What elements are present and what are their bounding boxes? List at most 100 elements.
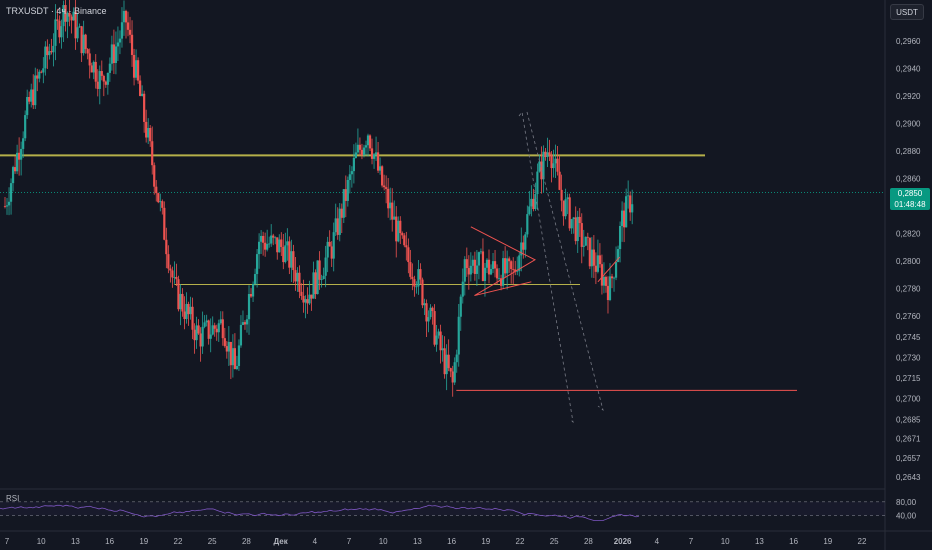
candle-body <box>141 93 144 96</box>
candle-body <box>356 144 360 153</box>
candle-body <box>106 72 109 85</box>
time-axis-label: 22 <box>174 537 183 546</box>
candle-body <box>245 319 249 325</box>
candle-body <box>34 75 37 106</box>
candle-body <box>471 259 474 266</box>
price-axis-label: 0,2880 <box>896 147 921 156</box>
candle-body <box>92 61 95 73</box>
candle-body <box>94 61 97 82</box>
candle-body <box>110 44 113 64</box>
candle-body <box>175 276 178 280</box>
candle-body <box>372 154 376 159</box>
candle-body <box>76 27 79 39</box>
candle-body <box>46 46 49 56</box>
currency-button[interactable]: USDT <box>890 4 924 20</box>
time-axis-label: 13 <box>755 537 764 546</box>
price-axis-label: 0,2920 <box>896 92 921 101</box>
candle-body <box>364 145 368 148</box>
price-axis-label: 0,2820 <box>896 230 921 239</box>
candle-body <box>235 366 239 370</box>
candle-body <box>413 279 416 287</box>
candle-body <box>161 201 164 208</box>
candle-body <box>326 241 329 258</box>
candle-body <box>481 251 485 281</box>
rsi-axis-label: 40,00 <box>896 511 917 520</box>
candle-body <box>350 171 353 175</box>
candle-body <box>52 45 55 53</box>
rsi-pane: 80,00 40,00 <box>0 488 917 521</box>
candle-body <box>469 265 472 275</box>
candle-body <box>302 295 305 303</box>
candle-body <box>578 216 581 224</box>
candle-body <box>195 325 198 341</box>
candle-body <box>44 46 47 69</box>
candle-body <box>18 152 21 160</box>
candle-body <box>427 317 430 322</box>
candle-body <box>407 247 410 263</box>
candle-body <box>614 262 618 278</box>
candle-body <box>130 34 134 55</box>
candle-body <box>147 127 150 138</box>
candle-body <box>526 214 529 235</box>
candle-body <box>558 171 561 190</box>
candle-body <box>397 220 400 242</box>
candle-body <box>465 259 468 269</box>
price-axis-label: 0,2657 <box>896 454 921 463</box>
candle-body <box>612 277 616 279</box>
candle-body <box>177 279 180 310</box>
candle-body <box>538 161 541 172</box>
candle-body <box>348 174 351 180</box>
candle-body <box>86 49 89 54</box>
time-axis-label: Дек <box>273 537 288 546</box>
candle-body <box>387 188 390 209</box>
candle-body <box>574 217 577 242</box>
candle-body <box>258 241 261 255</box>
candle-body <box>314 272 317 295</box>
candle-body <box>153 165 156 187</box>
candle-body <box>251 283 255 297</box>
candle-body <box>223 338 226 347</box>
candle-body <box>582 245 585 247</box>
candle-body <box>522 242 525 250</box>
candle-body <box>231 348 234 366</box>
price-axis: 0,29800,29600,29400,29200,29000,28800,28… <box>884 0 921 550</box>
time-axis-label: 22 <box>516 537 525 546</box>
candle-body <box>415 286 418 288</box>
candle-body <box>596 255 599 272</box>
candle-body <box>379 166 382 171</box>
candle-body <box>374 152 378 155</box>
candle-body <box>370 148 374 159</box>
candle-body <box>82 34 85 54</box>
price-axis-label: 0,2760 <box>896 312 921 321</box>
candle-body <box>610 276 614 279</box>
candle-body <box>116 42 120 47</box>
candle-body <box>38 71 41 79</box>
candle-body <box>338 208 341 235</box>
candle-series <box>3 0 634 397</box>
candle-body <box>616 249 620 263</box>
candle-body <box>445 354 448 375</box>
candle-body <box>308 294 311 304</box>
rsi-label[interactable]: RSI <box>6 494 20 503</box>
candle-body <box>346 179 349 201</box>
candle-body <box>270 235 273 244</box>
candle-body <box>183 311 186 320</box>
candle-body <box>554 158 557 164</box>
candle-body <box>340 208 343 218</box>
candle-body <box>205 320 208 323</box>
candle-body <box>489 268 493 275</box>
projection-channel-left <box>518 111 574 424</box>
candle-body <box>30 89 33 102</box>
candle-body <box>96 81 99 89</box>
candle-body <box>437 331 440 336</box>
price-axis-label: 0,2730 <box>896 353 921 362</box>
candle-body <box>264 242 267 250</box>
candle-body <box>368 135 372 149</box>
candle-body <box>80 26 83 54</box>
candle-body <box>56 19 59 21</box>
candle-body <box>100 71 103 76</box>
candle-body <box>455 354 458 363</box>
candle-body <box>389 202 392 209</box>
symbol-title[interactable]: TRXUSDT · 4ч · Binance <box>6 6 107 16</box>
